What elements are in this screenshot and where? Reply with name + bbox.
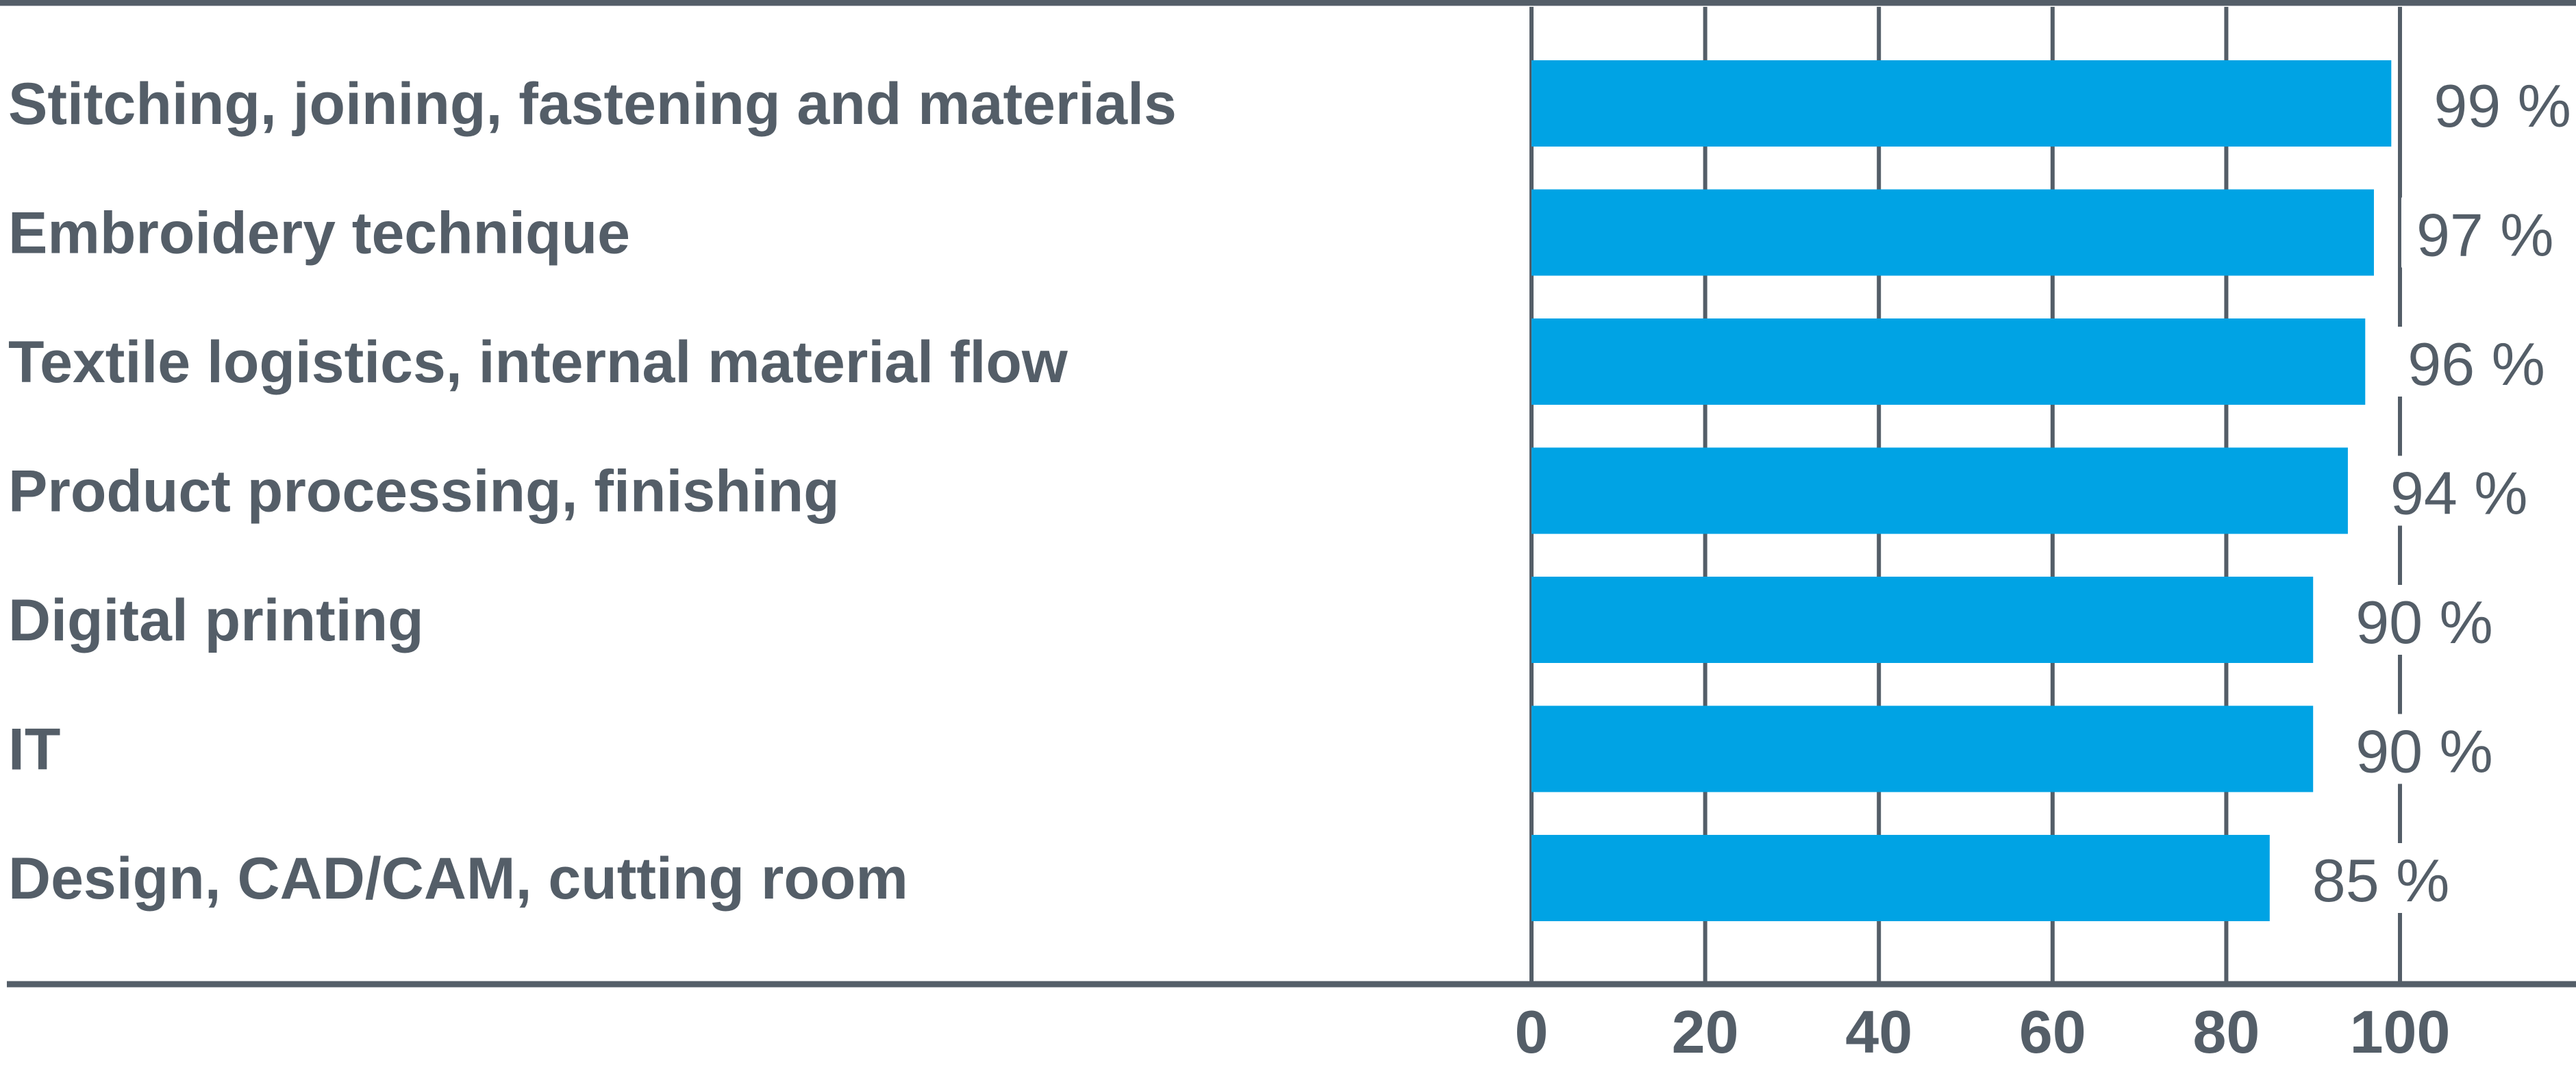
value-label-7: 85 % bbox=[2312, 847, 2450, 914]
value-label-3: 96 % bbox=[2408, 330, 2545, 398]
bar-3 bbox=[1531, 318, 2366, 405]
x-tick-label-0: 0 bbox=[1515, 998, 1549, 1065]
bar-7 bbox=[1531, 835, 2270, 921]
category-label-6: IT bbox=[8, 717, 60, 783]
category-label-7: Design, CAD/CAM, cutting room bbox=[8, 846, 908, 912]
value-label-backing-4 bbox=[2375, 455, 2540, 526]
value-label-backing-1 bbox=[2418, 68, 2576, 138]
category-labels: Stitching, joining, fastening and materi… bbox=[8, 71, 1177, 912]
bar-1 bbox=[1531, 60, 2392, 147]
bars bbox=[1531, 60, 2392, 921]
category-label-5: Digital printing bbox=[8, 588, 424, 653]
bar-6 bbox=[1531, 705, 2314, 792]
x-tick-label-100: 100 bbox=[2350, 998, 2451, 1065]
category-label-3: Textile logistics, internal material flo… bbox=[8, 329, 1068, 395]
value-label-backing-7 bbox=[2297, 843, 2462, 913]
value-label-backing-5 bbox=[2340, 585, 2505, 655]
x-tick-label-20: 20 bbox=[1672, 998, 1739, 1065]
value-label-5: 90 % bbox=[2355, 588, 2493, 656]
x-tick-label-80: 80 bbox=[2192, 998, 2260, 1065]
category-label-4: Product processing, finishing bbox=[8, 459, 840, 525]
value-label-2: 97 % bbox=[2416, 201, 2554, 269]
bar-4 bbox=[1531, 447, 2348, 534]
value-label-1: 99 % bbox=[2434, 72, 2571, 140]
value-label-6: 90 % bbox=[2355, 718, 2493, 786]
value-labels: 99 % 97 % 96 % 94 % 90 % 90 % 85 % bbox=[2297, 68, 2576, 914]
value-label-backing-2 bbox=[2401, 197, 2566, 268]
x-axis-tick-labels: 0 20 40 60 80 100 bbox=[1515, 998, 2451, 1065]
bar-2 bbox=[1531, 189, 2374, 276]
value-label-4: 94 % bbox=[2390, 460, 2528, 527]
x-tick-label-40: 40 bbox=[1845, 998, 1912, 1065]
x-tick-label-60: 60 bbox=[2019, 998, 2086, 1065]
category-label-1: Stitching, joining, fastening and materi… bbox=[8, 71, 1177, 137]
value-label-backing-3 bbox=[2392, 327, 2558, 397]
category-label-2: Embroidery technique bbox=[8, 201, 630, 266]
value-label-backing-6 bbox=[2340, 714, 2505, 784]
bar-5 bbox=[1531, 577, 2314, 663]
